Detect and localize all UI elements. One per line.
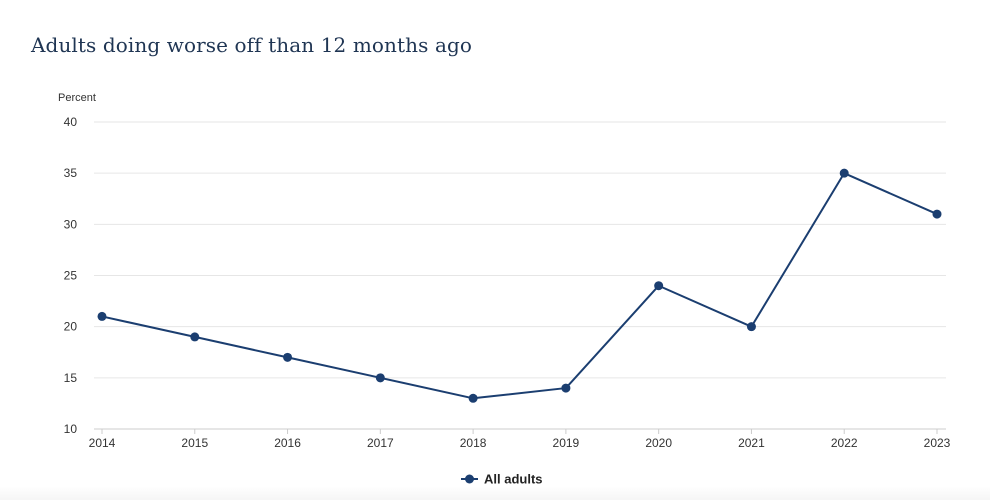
y-tick-10: 10	[64, 422, 78, 436]
y-tick-25: 25	[64, 269, 78, 283]
data-point-2015[interactable]	[190, 332, 200, 342]
data-point-2017[interactable]	[375, 373, 385, 383]
legend-marker	[465, 474, 474, 484]
y-tick-15: 15	[64, 371, 78, 385]
x-ticks: 2014 2015 2016 2017 2018 2019 2020 2021 2022 2023	[89, 429, 951, 450]
data-point-2019[interactable]	[561, 383, 571, 393]
data-point-2014[interactable]	[97, 311, 107, 321]
gridlines	[94, 121, 946, 379]
legend-label: All adults	[484, 472, 543, 487]
data-point-2022[interactable]	[839, 168, 849, 178]
y-tick-35: 35	[64, 166, 78, 180]
data-point-2021[interactable]	[746, 322, 756, 332]
data-point-2016[interactable]	[283, 352, 293, 362]
y-tick-30: 30	[64, 217, 78, 231]
data-point-2020[interactable]	[654, 281, 664, 291]
x-tick-2020: 2020	[645, 436, 672, 450]
x-tick-2016: 2016	[274, 436, 301, 450]
y-tick-labels: 10 15 20 25 30 35 40	[64, 115, 78, 436]
x-tick-2015: 2015	[181, 436, 208, 450]
x-tick-2019: 2019	[553, 436, 580, 450]
data-point-2023[interactable]	[932, 209, 942, 219]
x-tick-2022: 2022	[831, 436, 858, 450]
legend[interactable]: All adults	[461, 472, 543, 487]
data-point-2018[interactable]	[468, 393, 478, 403]
series-line-0	[101, 172, 938, 400]
x-tick-2021: 2021	[738, 436, 765, 450]
x-tick-2017: 2017	[367, 436, 394, 450]
bottom-shadow	[0, 486, 990, 500]
y-axis-label: Percent	[58, 92, 96, 104]
y-tick-20: 20	[64, 320, 78, 334]
x-tick-2014: 2014	[89, 436, 116, 450]
y-tick-40: 40	[64, 115, 78, 129]
x-tick-2023: 2023	[924, 436, 951, 450]
series-all-adults	[97, 168, 942, 403]
x-tick-2018: 2018	[460, 436, 487, 450]
chart-title: Adults doing worse off than 12 months ag…	[31, 33, 473, 57]
